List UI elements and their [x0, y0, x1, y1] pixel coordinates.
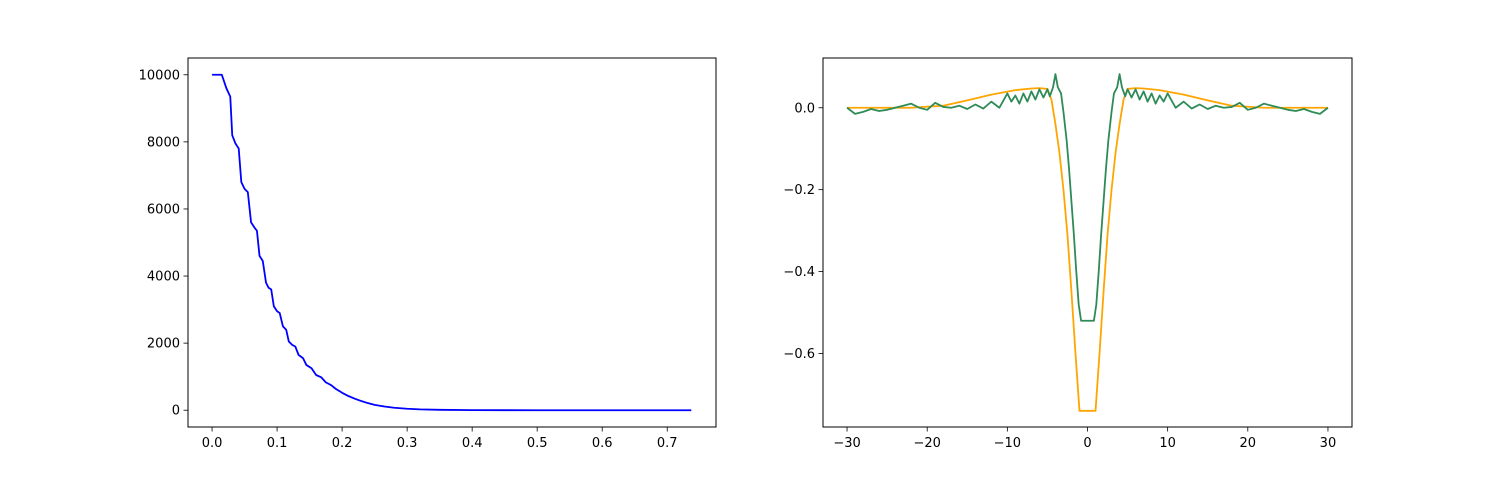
- left-y-tick-label: 8000: [147, 135, 180, 150]
- right-series-line-2: [846, 73, 1329, 322]
- left-x-tick-label: 0.2: [332, 436, 353, 451]
- left-y-tick-label: 0: [172, 404, 180, 419]
- right-x-tick-label: −20: [913, 436, 940, 451]
- left-x-tick-label: 0.5: [527, 436, 548, 451]
- left-plot-frame: [187, 57, 717, 428]
- left-y-tick-label: 6000: [147, 202, 180, 217]
- right-series-line-1: [847, 87, 1328, 412]
- right-y-tick-label: 0.0: [794, 101, 815, 116]
- right-y-tick-label: −0.6: [783, 347, 815, 362]
- right-x-tick-label: 10: [1159, 436, 1176, 451]
- left-series-line-1: [212, 73, 692, 412]
- left-y-tick-label: 4000: [147, 270, 180, 285]
- right-x-tick-label: 20: [1240, 436, 1257, 451]
- right-plot-frame: [822, 57, 1353, 428]
- left-x-tick-label: 0.1: [267, 436, 288, 451]
- right-y-tick-label: −0.4: [783, 265, 815, 280]
- left-x-tick-label: 0.0: [202, 436, 223, 451]
- left-y-tick-label: 2000: [147, 337, 180, 352]
- left-x-tick-label: 0.4: [462, 436, 483, 451]
- right-x-tick-label: −30: [833, 436, 860, 451]
- left-x-tick-label: 0.7: [657, 436, 678, 451]
- left-y-tick-label: 10000: [139, 68, 180, 83]
- left-x-tick-label: 0.6: [592, 436, 613, 451]
- right-x-tick-label: 0: [1083, 436, 1091, 451]
- right-plot: −30 −20 −10 0 10 20 30 0.0 −0.2 −0.4 −0.6: [783, 57, 1353, 451]
- right-x-tick-label: −10: [994, 436, 1021, 451]
- right-y-tick-label: −0.2: [783, 183, 815, 198]
- right-x-tick-label: 30: [1320, 436, 1337, 451]
- left-x-tick-label: 0.3: [397, 436, 418, 451]
- left-plot: 0.0 0.1 0.2 0.3 0.4 0.5 0.6 0.7 0 2000 4000 6000 800…: [139, 57, 717, 451]
